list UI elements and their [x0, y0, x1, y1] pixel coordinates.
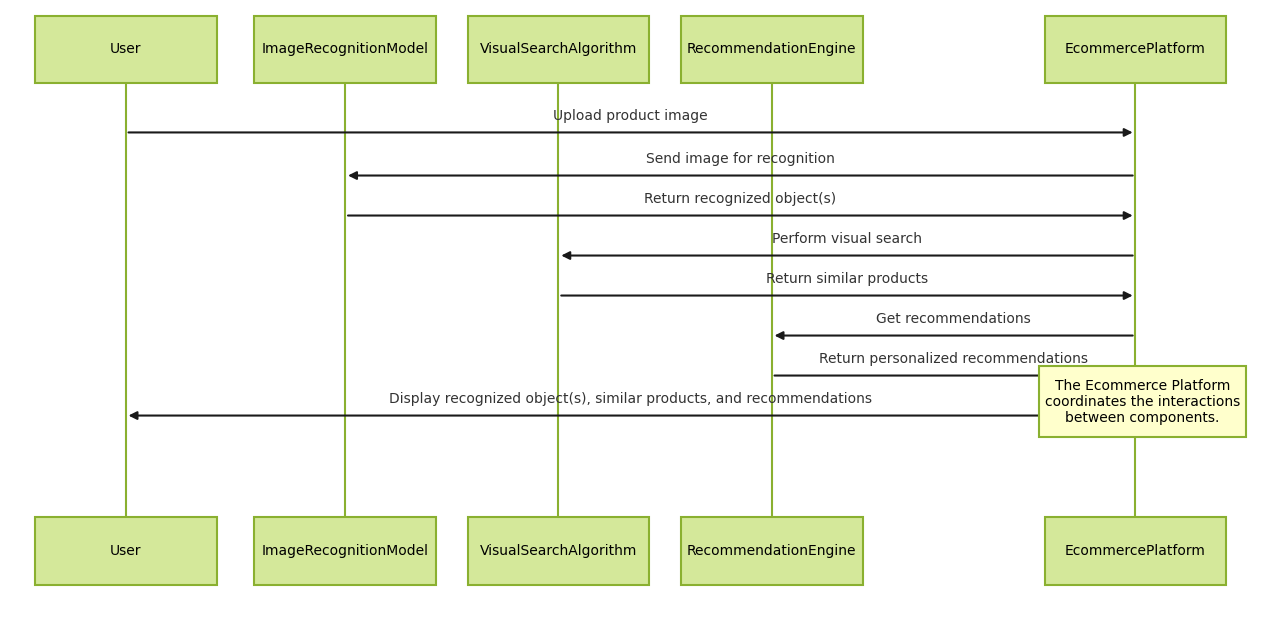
Text: EcommercePlatform: EcommercePlatform [1065, 42, 1206, 57]
FancyBboxPatch shape [681, 517, 863, 585]
Text: Send image for recognition: Send image for recognition [646, 152, 835, 166]
FancyBboxPatch shape [255, 16, 436, 84]
Text: Get recommendations: Get recommendations [877, 311, 1030, 326]
FancyBboxPatch shape [681, 16, 863, 84]
FancyBboxPatch shape [467, 16, 649, 84]
Text: ImageRecognitionModel: ImageRecognitionModel [261, 42, 429, 57]
FancyBboxPatch shape [1039, 366, 1245, 437]
FancyBboxPatch shape [35, 16, 216, 84]
FancyBboxPatch shape [1044, 517, 1226, 585]
Text: ImageRecognitionModel: ImageRecognitionModel [261, 544, 429, 558]
Text: The Ecommerce Platform
coordinates the interactions
between components.: The Ecommerce Platform coordinates the i… [1044, 379, 1240, 425]
Text: VisualSearchAlgorithm: VisualSearchAlgorithm [480, 42, 637, 57]
Text: Perform visual search: Perform visual search [772, 232, 922, 246]
Text: Return personalized recommendations: Return personalized recommendations [819, 352, 1088, 365]
Text: Return similar products: Return similar products [765, 272, 928, 286]
FancyBboxPatch shape [467, 517, 649, 585]
Text: RecommendationEngine: RecommendationEngine [687, 544, 856, 558]
Text: RecommendationEngine: RecommendationEngine [687, 42, 856, 57]
Text: Return recognized object(s): Return recognized object(s) [644, 192, 836, 206]
FancyBboxPatch shape [35, 517, 216, 585]
Text: User: User [110, 42, 142, 57]
Text: Display recognized object(s), similar products, and recommendations: Display recognized object(s), similar pr… [389, 392, 872, 406]
Text: User: User [110, 544, 142, 558]
Text: Upload product image: Upload product image [553, 109, 708, 122]
Text: EcommercePlatform: EcommercePlatform [1065, 544, 1206, 558]
FancyBboxPatch shape [1044, 16, 1226, 84]
FancyBboxPatch shape [255, 517, 436, 585]
Text: VisualSearchAlgorithm: VisualSearchAlgorithm [480, 544, 637, 558]
